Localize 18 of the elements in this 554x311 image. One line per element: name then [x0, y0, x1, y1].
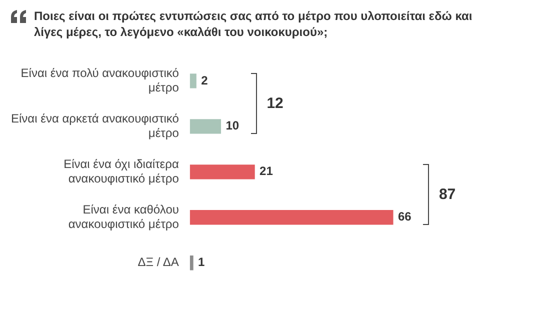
bar — [190, 210, 394, 225]
annotation: 12 — [266, 94, 284, 112]
data-label: 10 — [226, 118, 240, 133]
bar — [190, 74, 196, 88]
chart-title: Ποιες είναι οι πρώτες εντυπώσεις σας από το μέτρο που υλοποιείται εδώ και λίγες μέρες, το λεγόμενο «καλάθι του νοικοκυριού»; — [34, 8, 474, 40]
data-label: 66 — [398, 210, 412, 224]
data-label: 2 — [201, 73, 208, 88]
y-tick-label: ΔΞ / ΔΑ — [138, 255, 179, 270]
y-tick-label: Είναι ένα πολύ ανακουφιστικό μέτρο — [20, 66, 180, 94]
text: 87 — [438, 186, 456, 203]
y-tick-label: Είναι ένα καθόλου ανακουφιστικό μέτρο — [68, 202, 180, 231]
bar — [190, 119, 222, 134]
data-label: 1 — [198, 255, 206, 270]
bar — [190, 164, 255, 180]
data-label: 21 — [260, 164, 274, 178]
y-tick-label: Είναι ένα όχι ιδιαίτερα ανακουφιστικό μέτρο — [64, 157, 180, 186]
bar — [190, 256, 194, 270]
y-tick-label: Είναι ένα αρκετά ανακουφιστικό μέτρο — [11, 112, 180, 140]
